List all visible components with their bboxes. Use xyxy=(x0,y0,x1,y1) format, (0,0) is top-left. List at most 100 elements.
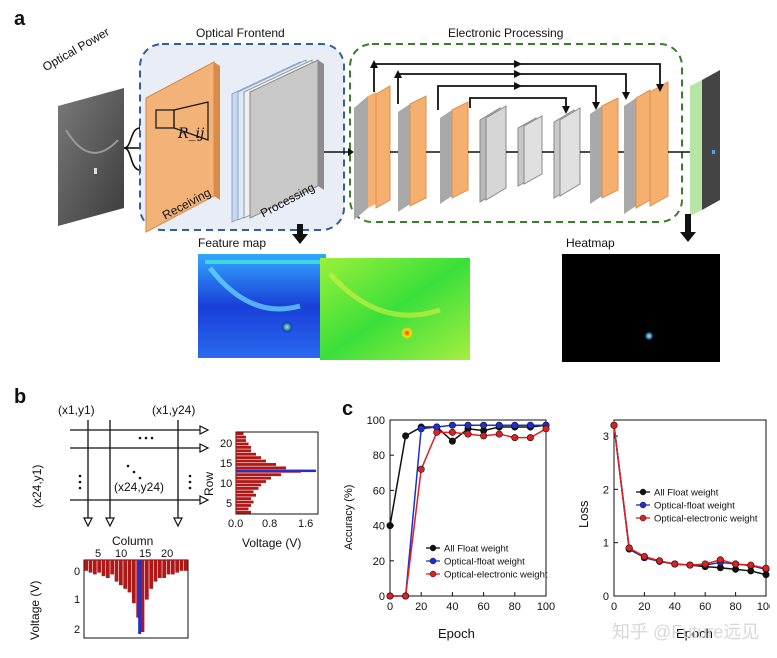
row-tick-5: 5 xyxy=(226,498,233,510)
row-bar xyxy=(236,483,261,487)
frontend-to-cnn-arrow xyxy=(324,148,354,156)
panel-label-c: c xyxy=(342,398,354,420)
legend-label: Optical-float weight xyxy=(654,501,735,512)
row-bar xyxy=(236,476,271,480)
optical-input-image xyxy=(58,88,124,226)
legend-marker xyxy=(639,488,647,496)
x-tick-label: 20 xyxy=(415,601,427,613)
electronic-processing-box xyxy=(349,43,683,223)
feature-map-label: Feature map xyxy=(198,236,267,250)
panel-label-b: b xyxy=(14,386,27,408)
row-bar xyxy=(236,480,266,483)
heatmap-label: Heatmap xyxy=(566,236,615,250)
optical-frontend-label: Optical Frontend xyxy=(196,26,285,40)
corner-top-left-label: (x1,y1) xyxy=(58,403,95,417)
column-tick-5: 5 xyxy=(95,548,102,560)
row-bar xyxy=(236,510,251,514)
row-bar xyxy=(236,439,246,442)
x-tick-label: 100 xyxy=(537,601,555,613)
data-point xyxy=(732,560,740,568)
corner-bottom-left-label: (x24,y1) xyxy=(30,464,44,508)
column-axis-label: Column xyxy=(112,534,154,548)
column-peak-bar xyxy=(138,560,142,634)
data-point xyxy=(671,560,679,568)
column-bar xyxy=(153,560,158,582)
column-voltage-tick-0: 0 xyxy=(74,566,81,578)
column-bar xyxy=(110,560,115,575)
corner-top-right-label: (x1,y24) xyxy=(152,403,196,417)
row-bar xyxy=(236,459,266,463)
column-bar xyxy=(144,560,149,600)
data-point xyxy=(448,437,456,445)
row-bar xyxy=(236,490,254,494)
data-point xyxy=(656,557,664,565)
panel-a-diagram xyxy=(58,43,720,362)
row-bar xyxy=(236,493,256,497)
y-tick-label: 40 xyxy=(373,521,385,533)
crossbar-grid xyxy=(70,420,200,518)
feature-map-images xyxy=(198,254,470,360)
data-point xyxy=(542,425,550,433)
column-bar xyxy=(127,560,132,593)
row-tick-15: 15 xyxy=(220,458,233,470)
y-tick-label: 0 xyxy=(379,591,385,603)
row-bar xyxy=(236,500,254,504)
y-tick-label: 80 xyxy=(373,450,385,462)
column-bar xyxy=(118,560,123,586)
data-point xyxy=(417,425,425,433)
column-tick-10: 10 xyxy=(115,548,128,560)
row-bar xyxy=(236,452,256,456)
data-point xyxy=(747,561,755,569)
legend-label: Optical-electronic weight xyxy=(654,514,758,525)
data-point xyxy=(511,421,519,429)
row-bar xyxy=(236,504,251,507)
data-point xyxy=(701,560,709,568)
data-point xyxy=(464,421,472,429)
center-label: (x24,y24) xyxy=(114,480,165,494)
column-bar xyxy=(162,560,167,578)
hist-xtick-0-8: 0.8 xyxy=(262,518,278,530)
row-tick-10: 10 xyxy=(220,478,233,490)
x-tick-label: 40 xyxy=(669,601,681,613)
column-voltage-chart xyxy=(83,559,189,639)
data-point xyxy=(716,556,724,564)
loss-xlabel: Epoch xyxy=(676,626,713,641)
hist-xtick-0: 0.0 xyxy=(228,518,244,530)
crossbar-outputs xyxy=(83,425,210,528)
plot-frame xyxy=(389,419,547,597)
row-bar xyxy=(236,486,259,490)
column-bar xyxy=(157,560,162,578)
legend-marker xyxy=(429,570,437,578)
column-voltage-tick-2: 2 xyxy=(74,624,81,636)
data-point xyxy=(480,421,488,429)
data-point xyxy=(386,522,394,530)
panel-b-diagram xyxy=(70,420,319,639)
x-tick-label: 0 xyxy=(387,601,393,613)
loss-ylabel: Loss xyxy=(576,500,591,528)
column-bar xyxy=(101,560,106,577)
accuracy-xlabel: Epoch xyxy=(438,626,475,641)
data-point xyxy=(686,561,694,569)
row-bar xyxy=(236,432,244,436)
column-bar xyxy=(114,560,119,582)
legend-marker xyxy=(639,514,647,522)
cnn-layers xyxy=(354,81,669,220)
row-bar xyxy=(236,497,251,501)
column-bar xyxy=(166,560,171,575)
y-tick-label: 2 xyxy=(603,484,609,496)
panel-label-a: a xyxy=(14,8,26,30)
legend-marker xyxy=(429,544,437,552)
x-tick-label: 20 xyxy=(638,601,650,613)
hist-xlabel: Voltage (V) xyxy=(242,536,302,550)
data-point xyxy=(526,421,534,429)
data-point xyxy=(417,465,425,473)
y-tick-label: 0 xyxy=(603,591,609,603)
column-bar xyxy=(97,560,102,573)
legend-label: All Float weight xyxy=(654,488,719,499)
data-point xyxy=(625,544,633,552)
data-point xyxy=(448,421,456,429)
hist-xtick-1-6: 1.6 xyxy=(298,518,314,530)
data-point xyxy=(511,434,519,442)
column-voltage-axis-label: Voltage (V) xyxy=(28,580,42,640)
